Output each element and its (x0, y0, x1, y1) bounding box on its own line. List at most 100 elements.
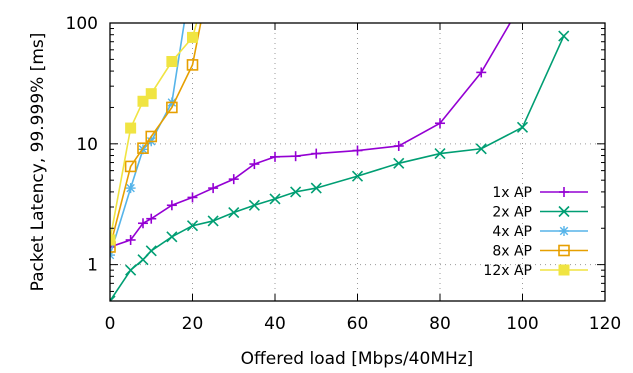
data-point-marker (269, 193, 281, 205)
x-tick-label: 120 (589, 314, 621, 334)
y-tick-label: 10 (76, 135, 98, 155)
data-point-marker (110, 295, 116, 301)
data-point-marker (558, 264, 570, 276)
marker-shape (124, 160, 137, 173)
marker-shape (137, 142, 149, 154)
data-point-marker (137, 254, 149, 266)
data-point-marker (351, 170, 364, 182)
marker-stroke (558, 205, 570, 218)
x-tick-label: 40 (264, 314, 286, 334)
marker-stroke (434, 148, 446, 160)
marker-stroke (110, 295, 116, 301)
data-point-marker (166, 200, 177, 211)
marker-stroke (351, 170, 364, 182)
data-point-marker (125, 264, 137, 276)
data-point-marker (166, 56, 178, 68)
legend-item: 1x AP (492, 185, 588, 201)
marker-stroke (290, 186, 302, 198)
legend-label: 12x AP (483, 263, 532, 279)
marker-stroke (126, 183, 135, 193)
x-tick-label: 0 (105, 314, 116, 334)
legend-label: 1x AP (492, 185, 532, 201)
series-12x-ap (110, 23, 198, 246)
legend-label: 2x AP (492, 205, 532, 221)
data-point-marker (145, 245, 157, 257)
data-point-marker (434, 148, 446, 160)
data-point-marker (559, 226, 569, 236)
y-tick-label: 1 (87, 256, 98, 276)
data-point-marker (138, 218, 148, 229)
marker-stroke (475, 143, 487, 155)
data-point-marker (311, 148, 322, 159)
x-tick-label: 100 (506, 314, 538, 334)
marker-shape (558, 264, 570, 276)
marker-shape (187, 31, 198, 43)
data-point-marker (145, 88, 157, 100)
marker-stroke (393, 157, 405, 169)
data-point-marker (558, 205, 570, 218)
data-point-marker (208, 183, 219, 194)
data-point-marker (475, 143, 487, 155)
y-tick-label: 100 (66, 14, 98, 34)
x-tick-label: 20 (182, 314, 204, 334)
marker-shape (166, 56, 178, 68)
data-point-marker (125, 122, 137, 134)
series-line (110, 23, 186, 256)
data-point-marker (125, 183, 136, 194)
data-point-marker (145, 130, 158, 143)
data-point-marker (137, 95, 149, 107)
marker-stroke (228, 206, 240, 219)
marker-shape (166, 101, 178, 114)
data-point-marker (110, 234, 116, 246)
marker-shape (558, 244, 570, 257)
data-point-marker (187, 31, 198, 43)
data-point-marker (228, 174, 239, 185)
data-point-marker (146, 213, 157, 224)
data-point-marker (393, 140, 404, 151)
marker-shape (110, 241, 116, 253)
marker-stroke (269, 193, 281, 205)
marker-shape (110, 234, 116, 246)
data-point-marker (110, 241, 115, 252)
marker-stroke (516, 121, 529, 133)
data-point-marker (290, 186, 302, 198)
data-point-marker (187, 192, 198, 203)
marker-stroke (137, 254, 149, 266)
data-point-marker (516, 121, 529, 133)
marker-stroke (125, 264, 137, 276)
data-point-marker (558, 244, 570, 257)
marker-stroke (207, 215, 219, 227)
data-point-marker (124, 160, 137, 173)
data-point-marker (270, 151, 280, 162)
data-point-marker (558, 30, 570, 42)
data-point-marker (290, 151, 301, 162)
legend-item: 12x AP (483, 263, 588, 279)
series-line (110, 35, 565, 301)
legend-item: 4x AP (492, 224, 588, 240)
data-point-marker (435, 118, 445, 129)
marker-stroke (559, 226, 569, 236)
marker-stroke (186, 220, 199, 232)
data-point-marker (137, 142, 149, 154)
data-point-marker (110, 241, 116, 253)
x-axis-label: Offered load [Mbps/40MHz] (241, 349, 474, 369)
legend-item: 8x AP (492, 244, 588, 260)
legend-label: 8x AP (492, 244, 532, 260)
data-point-marker (249, 159, 260, 170)
data-point-marker (476, 67, 487, 78)
marker-stroke (110, 254, 115, 260)
data-point-marker (186, 59, 199, 71)
series-line (110, 23, 202, 248)
series-8x-ap (110, 23, 202, 253)
marker-stroke (310, 182, 322, 194)
x-tick-label: 60 (347, 314, 369, 334)
marker-stroke (145, 245, 157, 257)
data-point-marker (125, 234, 136, 245)
data-point-marker (186, 220, 199, 232)
data-point-marker (166, 101, 178, 114)
marker-stroke (558, 30, 570, 42)
marker-shape (145, 130, 158, 143)
data-point-marker (207, 215, 219, 227)
